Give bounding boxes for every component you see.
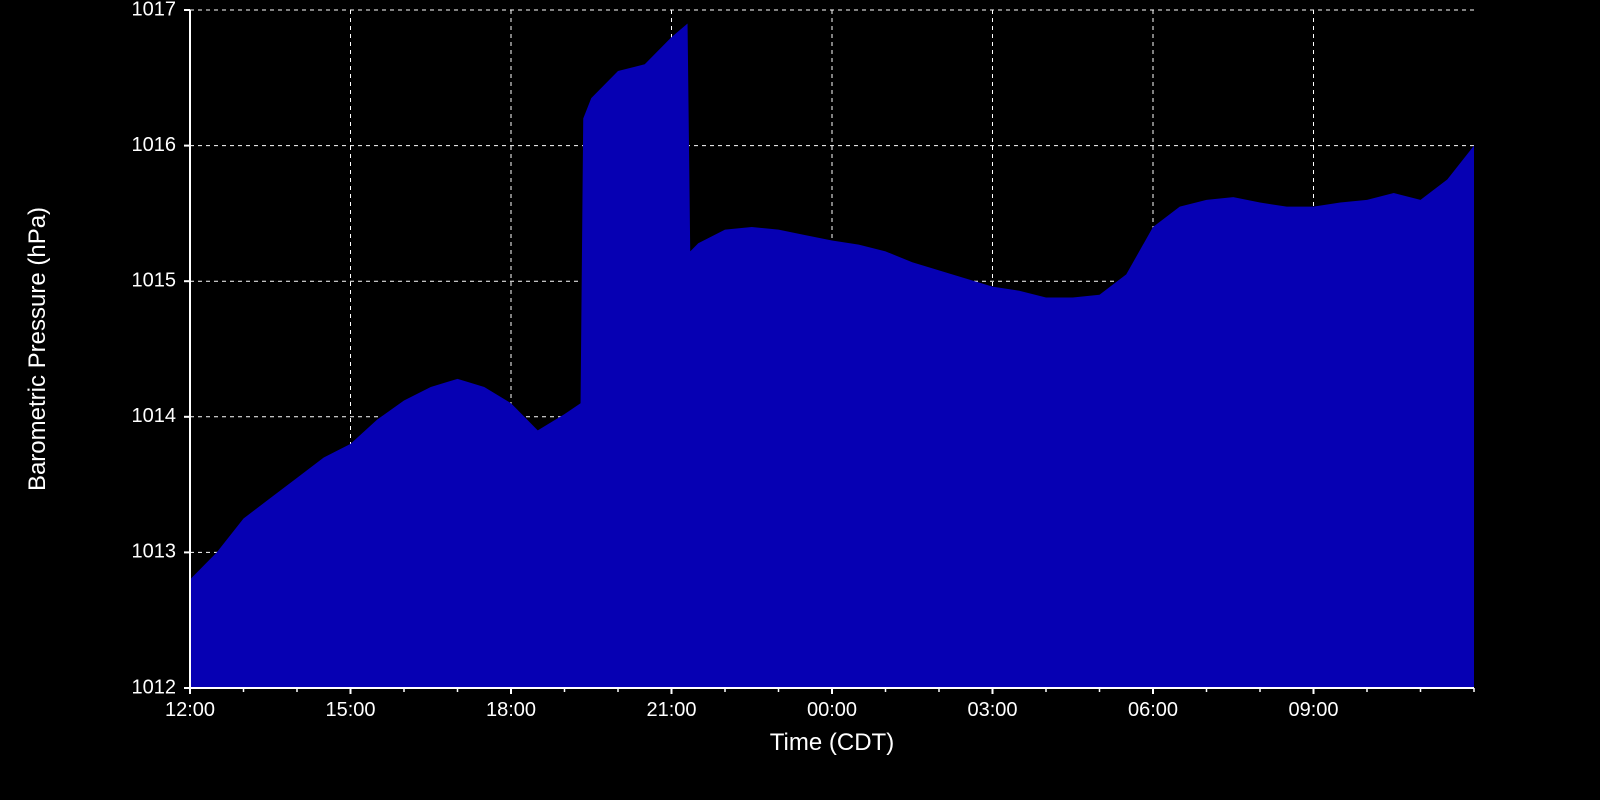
x-tick-label: 03:00 bbox=[967, 699, 1017, 721]
y-tick-label: 1016 bbox=[132, 134, 177, 156]
x-tick-label: 18:00 bbox=[486, 699, 536, 721]
x-tick-label: 00:00 bbox=[807, 699, 857, 721]
x-tick-label: 21:00 bbox=[646, 699, 696, 721]
x-tick-label: 06:00 bbox=[1128, 699, 1178, 721]
y-tick-label: 1015 bbox=[132, 269, 177, 291]
x-tick-label: 15:00 bbox=[325, 699, 375, 721]
pressure-area-chart: 1012 1013 1014 1015 1016 1017 12:00 15:00 18:00 2… bbox=[0, 0, 1600, 800]
x-axis-label: Time (CDT) bbox=[770, 729, 894, 756]
y-tick-label: 1014 bbox=[132, 405, 177, 427]
x-tick-label: 12:00 bbox=[165, 699, 215, 721]
y-tick-label: 1017 bbox=[132, 0, 177, 20]
x-tick-label: 09:00 bbox=[1288, 699, 1338, 721]
y-tick-label: 1012 bbox=[132, 676, 177, 698]
y-tick-label: 1013 bbox=[132, 541, 177, 563]
y-axis-label: Barometric Pressure (hPa) bbox=[24, 207, 51, 491]
